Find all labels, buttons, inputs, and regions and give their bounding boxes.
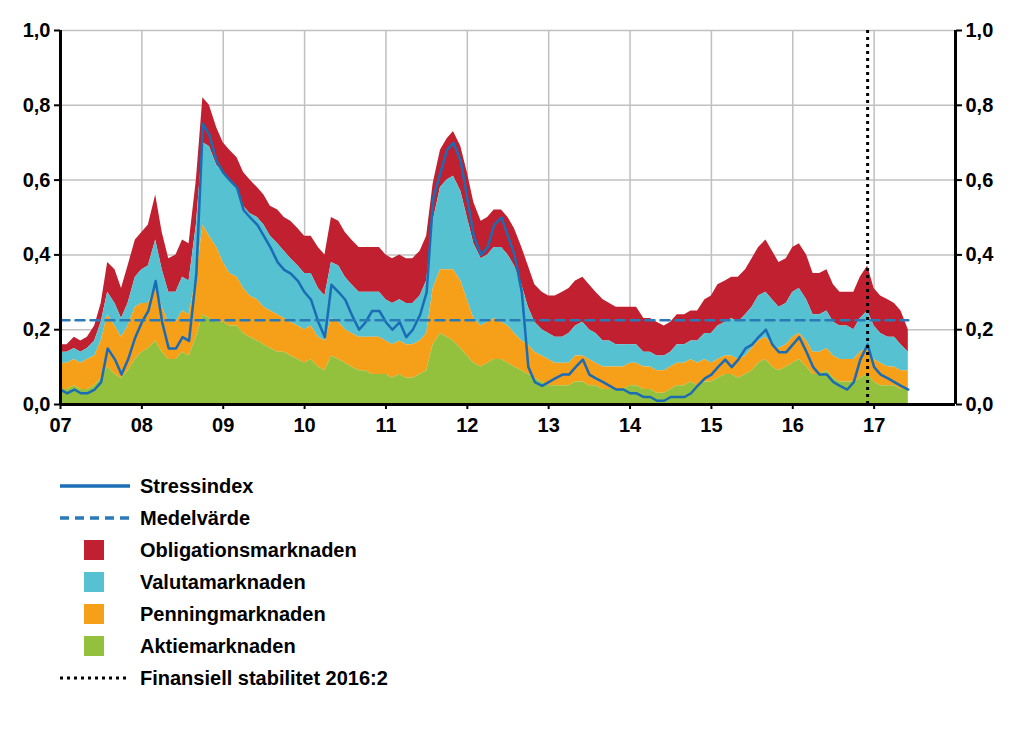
- svg-text:12: 12: [456, 414, 478, 436]
- svg-text:15: 15: [700, 414, 722, 436]
- svg-text:0,6: 0,6: [966, 169, 994, 191]
- svg-text:0,8: 0,8: [966, 94, 994, 116]
- svg-text:0,8: 0,8: [23, 94, 51, 116]
- html-text:Obligationsmarknaden: Obligationsmarknaden: [140, 538, 357, 561]
- svg-text:0,4: 0,4: [966, 243, 995, 265]
- svg-text:1,0: 1,0: [966, 19, 994, 41]
- svg-text:16: 16: [782, 414, 804, 436]
- svg-text:0,6: 0,6: [23, 169, 51, 191]
- svg-text:08: 08: [131, 414, 153, 436]
- svg-text:13: 13: [538, 414, 560, 436]
- svg-text:17: 17: [863, 414, 885, 436]
- svg-text:0,2: 0,2: [23, 318, 51, 340]
- svg-text:0,0: 0,0: [23, 393, 51, 415]
- svg-text:10: 10: [293, 414, 315, 436]
- html-text:Finansiell stabilitet 2016:2: Finansiell stabilitet 2016:2: [140, 666, 388, 689]
- svg-text:1,0: 1,0: [23, 19, 51, 41]
- svg-text:11: 11: [375, 414, 396, 436]
- svg-text:09: 09: [212, 414, 234, 436]
- html-text:Stressindex: Stressindex: [140, 474, 254, 497]
- html-text:Medelvärde: Medelvärde: [140, 506, 251, 529]
- svg-text:14: 14: [619, 414, 642, 436]
- svg-text:0,2: 0,2: [966, 318, 994, 340]
- html-text:Penningmarknaden: Penningmarknaden: [140, 602, 326, 625]
- svg-text:0,4: 0,4: [23, 243, 52, 265]
- svg-text:0,0: 0,0: [966, 393, 994, 415]
- svg-text:07: 07: [49, 414, 71, 436]
- html-text:Valutamarknaden: Valutamarknaden: [140, 570, 306, 593]
- html-text:Aktiemarknaden: Aktiemarknaden: [140, 634, 296, 657]
